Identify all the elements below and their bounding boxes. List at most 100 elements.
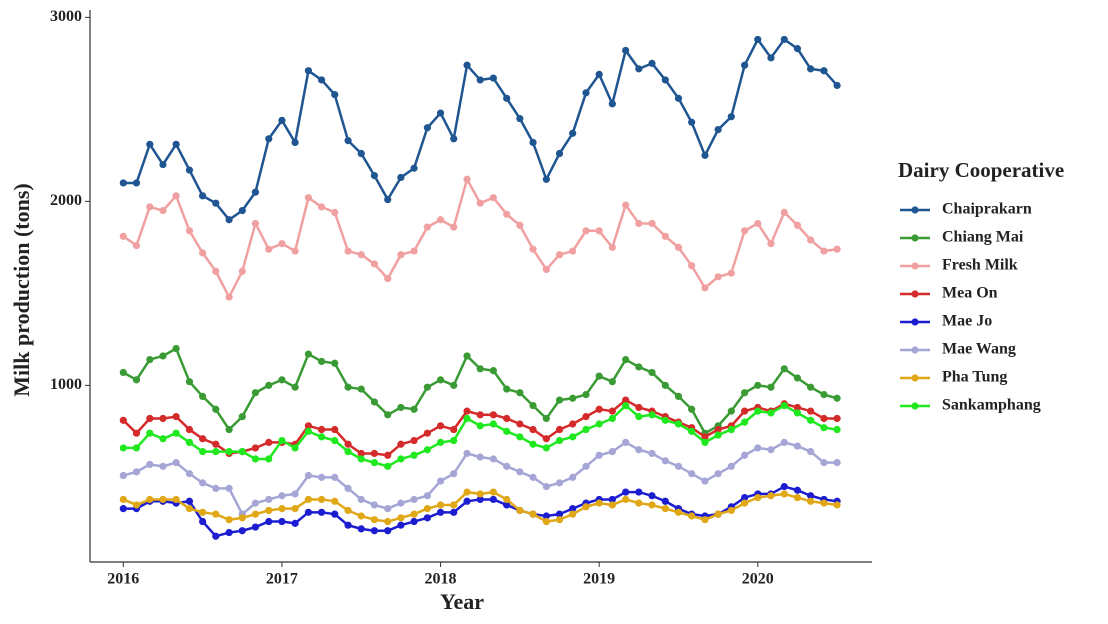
data-point xyxy=(132,376,141,384)
data-point xyxy=(423,492,431,500)
data-point xyxy=(661,457,669,465)
data-point xyxy=(489,455,497,463)
data-point xyxy=(661,232,669,240)
data-point xyxy=(833,425,841,434)
data-point xyxy=(516,420,524,428)
data-point xyxy=(661,381,669,389)
data-point xyxy=(595,451,603,459)
data-point xyxy=(357,512,365,520)
data-point xyxy=(767,492,775,500)
data-point xyxy=(608,495,616,504)
data-point xyxy=(555,425,564,434)
data-point xyxy=(238,267,246,275)
data-point xyxy=(225,528,233,537)
data-point xyxy=(265,455,273,463)
data-point xyxy=(423,505,431,513)
data-point xyxy=(622,201,630,209)
data-point xyxy=(384,451,392,459)
data-point xyxy=(199,517,207,526)
data-point xyxy=(199,192,207,200)
legend-swatch-point xyxy=(911,402,919,410)
data-point xyxy=(317,495,326,504)
data-point xyxy=(278,436,286,445)
legend-label: Mea On xyxy=(942,285,998,302)
data-point xyxy=(476,490,484,498)
data-point xyxy=(489,367,497,375)
data-point xyxy=(780,365,788,373)
data-point xyxy=(595,405,603,413)
legend-label: Fresh Milk xyxy=(942,257,1018,274)
data-point xyxy=(503,385,511,393)
data-point xyxy=(793,486,802,494)
y-tick-label: 2000 xyxy=(50,192,82,209)
data-point xyxy=(251,455,260,463)
data-point xyxy=(648,492,656,500)
data-point xyxy=(251,510,260,518)
data-point xyxy=(741,451,749,459)
data-point xyxy=(793,494,802,502)
data-point xyxy=(688,470,696,478)
data-point xyxy=(185,497,194,505)
x-tick-label: 2018 xyxy=(425,571,457,588)
data-point xyxy=(555,149,564,158)
data-point xyxy=(780,490,788,498)
data-point xyxy=(807,383,815,391)
data-point xyxy=(727,269,735,277)
data-point xyxy=(370,459,379,467)
data-point xyxy=(225,448,233,456)
data-point xyxy=(661,497,669,505)
data-point xyxy=(436,109,445,117)
data-point xyxy=(450,425,458,434)
data-point xyxy=(185,505,194,513)
data-point xyxy=(754,219,762,228)
data-point xyxy=(714,470,722,478)
data-point xyxy=(516,114,524,123)
data-point xyxy=(185,470,194,478)
data-point xyxy=(304,67,313,75)
data-point xyxy=(489,74,497,82)
data-point xyxy=(185,227,194,235)
series-line xyxy=(122,346,838,435)
data-point xyxy=(410,495,418,504)
data-point xyxy=(820,247,828,255)
data-point xyxy=(317,76,326,84)
data-point xyxy=(648,368,656,377)
data-point xyxy=(529,402,537,410)
legend-swatch-point xyxy=(911,290,919,298)
data-point xyxy=(701,516,709,524)
data-point xyxy=(529,510,537,518)
data-point xyxy=(159,435,167,443)
data-point xyxy=(212,440,220,448)
data-point xyxy=(384,517,392,526)
data-point xyxy=(635,488,643,496)
data-point xyxy=(529,138,537,147)
data-point xyxy=(331,91,339,99)
data-point xyxy=(476,76,484,84)
data-point xyxy=(463,497,471,505)
data-point xyxy=(780,208,788,216)
data-point xyxy=(463,352,471,360)
data-point xyxy=(172,140,180,148)
series-line xyxy=(123,37,839,222)
legend-label: Chaiprakarn xyxy=(942,201,1032,218)
data-point xyxy=(767,240,775,248)
data-point xyxy=(569,394,577,402)
data-point xyxy=(317,425,326,434)
data-point xyxy=(476,453,484,461)
data-point xyxy=(119,416,127,424)
data-point xyxy=(238,448,246,456)
data-point xyxy=(397,521,405,529)
data-point xyxy=(701,284,709,292)
data-point xyxy=(199,249,207,257)
data-point xyxy=(423,124,431,132)
data-point xyxy=(635,413,643,421)
data-point xyxy=(159,160,167,169)
data-point xyxy=(304,495,313,504)
legend-label: Mae Jo xyxy=(942,313,992,330)
x-tick-label: 2017 xyxy=(266,571,298,588)
data-point xyxy=(820,414,828,423)
data-point xyxy=(357,149,365,158)
data-point xyxy=(674,94,683,102)
data-point xyxy=(159,352,167,360)
data-point xyxy=(146,495,154,504)
